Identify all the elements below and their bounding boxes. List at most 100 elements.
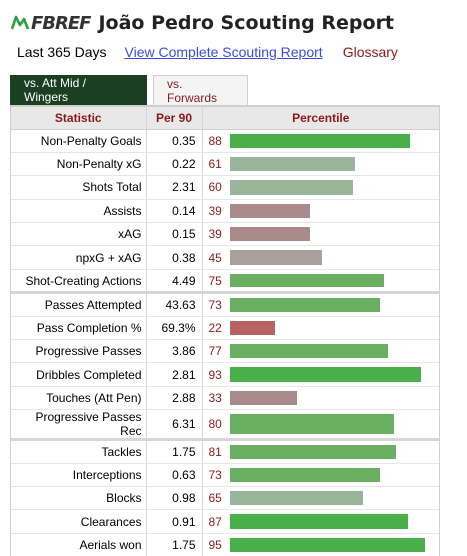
fbref-logo-icon bbox=[10, 15, 30, 30]
percentile-bar-track bbox=[229, 390, 436, 406]
stat-name: Clearances bbox=[11, 509, 147, 534]
percentile-bar bbox=[229, 203, 310, 219]
stat-name: Non-Penalty Goals bbox=[11, 129, 147, 153]
tab-att-mid-wingers[interactable]: vs. Att Mid / Wingers bbox=[10, 75, 147, 105]
table-row: Passes Attempted 43.63 73 bbox=[11, 291, 439, 317]
glossary-link[interactable]: Glossary bbox=[342, 44, 398, 60]
percentile-bar-track bbox=[229, 490, 436, 506]
header-percentile[interactable]: Percentile bbox=[202, 107, 439, 130]
table-body: Non-Penalty Goals 0.35 88 Non-Penalty xG 0.2… bbox=[11, 129, 439, 556]
percentile-cell: 60 bbox=[202, 175, 439, 200]
percentile-bar bbox=[229, 490, 364, 506]
stat-name: Pass Completion % bbox=[11, 316, 147, 341]
table-row: Clearances 0.91 87 bbox=[11, 509, 439, 534]
percentile-cell: 73 bbox=[202, 463, 439, 487]
table-row: Progressive Passes Rec 6.31 80 bbox=[11, 409, 439, 441]
percentile-bar bbox=[229, 467, 380, 482]
fbref-logo[interactable]: FBREF bbox=[10, 12, 91, 34]
percentile-value: 95 bbox=[208, 537, 222, 552]
per90-value: 3.86 bbox=[146, 339, 203, 364]
percentile-bar bbox=[229, 320, 275, 336]
table-row: Non-Penalty xG 0.22 61 bbox=[11, 152, 439, 177]
per90-value: 2.81 bbox=[146, 362, 203, 387]
percentile-cell: 45 bbox=[202, 245, 439, 270]
percentile-value: 93 bbox=[208, 367, 222, 382]
per90-value: 6.31 bbox=[146, 409, 203, 441]
per90-value: 0.22 bbox=[146, 152, 203, 177]
stat-name: Progressive Passes bbox=[11, 339, 147, 364]
per90-value: 0.98 bbox=[146, 486, 203, 511]
header-statistic[interactable]: Statistic bbox=[11, 107, 147, 130]
percentile-value: 65 bbox=[208, 491, 222, 506]
percentile-bar-track bbox=[229, 298, 436, 312]
stat-name: Touches (Att Pen) bbox=[11, 386, 147, 411]
table-row: Tackles 1.75 81 bbox=[11, 438, 439, 464]
percentile-bar bbox=[229, 537, 425, 553]
percentile-value: 73 bbox=[208, 467, 222, 482]
percentile-cell: 80 bbox=[202, 409, 439, 441]
percentile-bar-track bbox=[229, 227, 436, 242]
percentile-bar bbox=[229, 390, 298, 406]
percentile-cell: 93 bbox=[202, 362, 439, 387]
tab-forwards[interactable]: vs. Forwards bbox=[153, 75, 248, 105]
per90-value: 0.91 bbox=[146, 509, 203, 534]
stat-name: Passes Attempted bbox=[11, 291, 147, 317]
percentile-cell: 61 bbox=[202, 152, 439, 177]
percentile-cell: 75 bbox=[202, 269, 439, 294]
per90-value: 0.14 bbox=[146, 199, 203, 224]
percentile-bar-track bbox=[229, 467, 436, 482]
percentile-value: 75 bbox=[208, 273, 222, 288]
per90-value: 0.38 bbox=[146, 245, 203, 270]
table-row: Aerials won 1.75 95 bbox=[11, 533, 439, 556]
percentile-value: 61 bbox=[208, 157, 222, 172]
percentile-value: 73 bbox=[208, 297, 222, 312]
scouting-table: Statistic Per 90 Percentile Non-Penalty … bbox=[10, 105, 440, 556]
stat-name: Assists bbox=[11, 199, 147, 224]
percentile-bar bbox=[229, 180, 353, 195]
percentile-bar bbox=[229, 133, 411, 148]
percentile-value: 39 bbox=[208, 203, 222, 218]
percentile-bar-track bbox=[229, 250, 436, 265]
comparison-tabs: vs. Att Mid / Wingers vs. Forwards bbox=[10, 75, 248, 105]
stat-name: Aerials won bbox=[11, 533, 147, 556]
table-header-row: Statistic Per 90 Percentile bbox=[11, 107, 439, 130]
stat-name: xAG bbox=[11, 222, 147, 247]
stat-name: Dribbles Completed bbox=[11, 362, 147, 387]
header-per90[interactable]: Per 90 bbox=[146, 107, 203, 130]
per90-value: 2.88 bbox=[146, 386, 203, 411]
percentile-bar-track bbox=[229, 514, 436, 529]
table-row: Blocks 0.98 65 bbox=[11, 486, 439, 511]
percentile-bar-track bbox=[229, 133, 436, 148]
per90-value: 43.63 bbox=[146, 291, 203, 317]
percentile-bar-track bbox=[229, 180, 436, 195]
percentile-bar-track bbox=[229, 367, 436, 382]
per90-value: 2.31 bbox=[146, 175, 203, 200]
stat-name: Shot-Creating Actions bbox=[11, 269, 147, 294]
subheader-row: Last 365 Days View Complete Scouting Rep… bbox=[17, 44, 398, 60]
stat-name: npxG + xAG bbox=[11, 245, 147, 270]
percentile-cell: 73 bbox=[202, 291, 439, 317]
percentile-cell: 77 bbox=[202, 339, 439, 364]
percentile-value: 80 bbox=[208, 417, 222, 432]
percentile-bar bbox=[229, 156, 355, 172]
percentile-value: 77 bbox=[208, 344, 222, 359]
stat-name: Progressive Passes Rec bbox=[11, 409, 147, 441]
stat-name: Shots Total bbox=[11, 175, 147, 200]
per90-value: 1.75 bbox=[146, 533, 203, 556]
percentile-cell: 33 bbox=[202, 386, 439, 411]
percentile-cell: 39 bbox=[202, 199, 439, 224]
period-label: Last 365 Days bbox=[17, 44, 107, 60]
percentile-cell: 39 bbox=[202, 222, 439, 247]
percentile-cell: 81 bbox=[202, 438, 439, 464]
table-row: Shots Total 2.31 60 bbox=[11, 175, 439, 200]
table-row: Non-Penalty Goals 0.35 88 bbox=[11, 129, 439, 153]
table-row: npxG + xAG 0.38 45 bbox=[11, 245, 439, 270]
complete-report-link[interactable]: View Complete Scouting Report bbox=[124, 44, 323, 60]
percentile-value: 39 bbox=[208, 227, 222, 242]
logo-text: FBREF bbox=[31, 12, 91, 34]
percentile-value: 33 bbox=[208, 390, 222, 405]
per90-value: 1.75 bbox=[146, 438, 203, 464]
stat-name: Blocks bbox=[11, 486, 147, 511]
percentile-bar bbox=[229, 298, 380, 312]
percentile-bar bbox=[229, 367, 421, 382]
